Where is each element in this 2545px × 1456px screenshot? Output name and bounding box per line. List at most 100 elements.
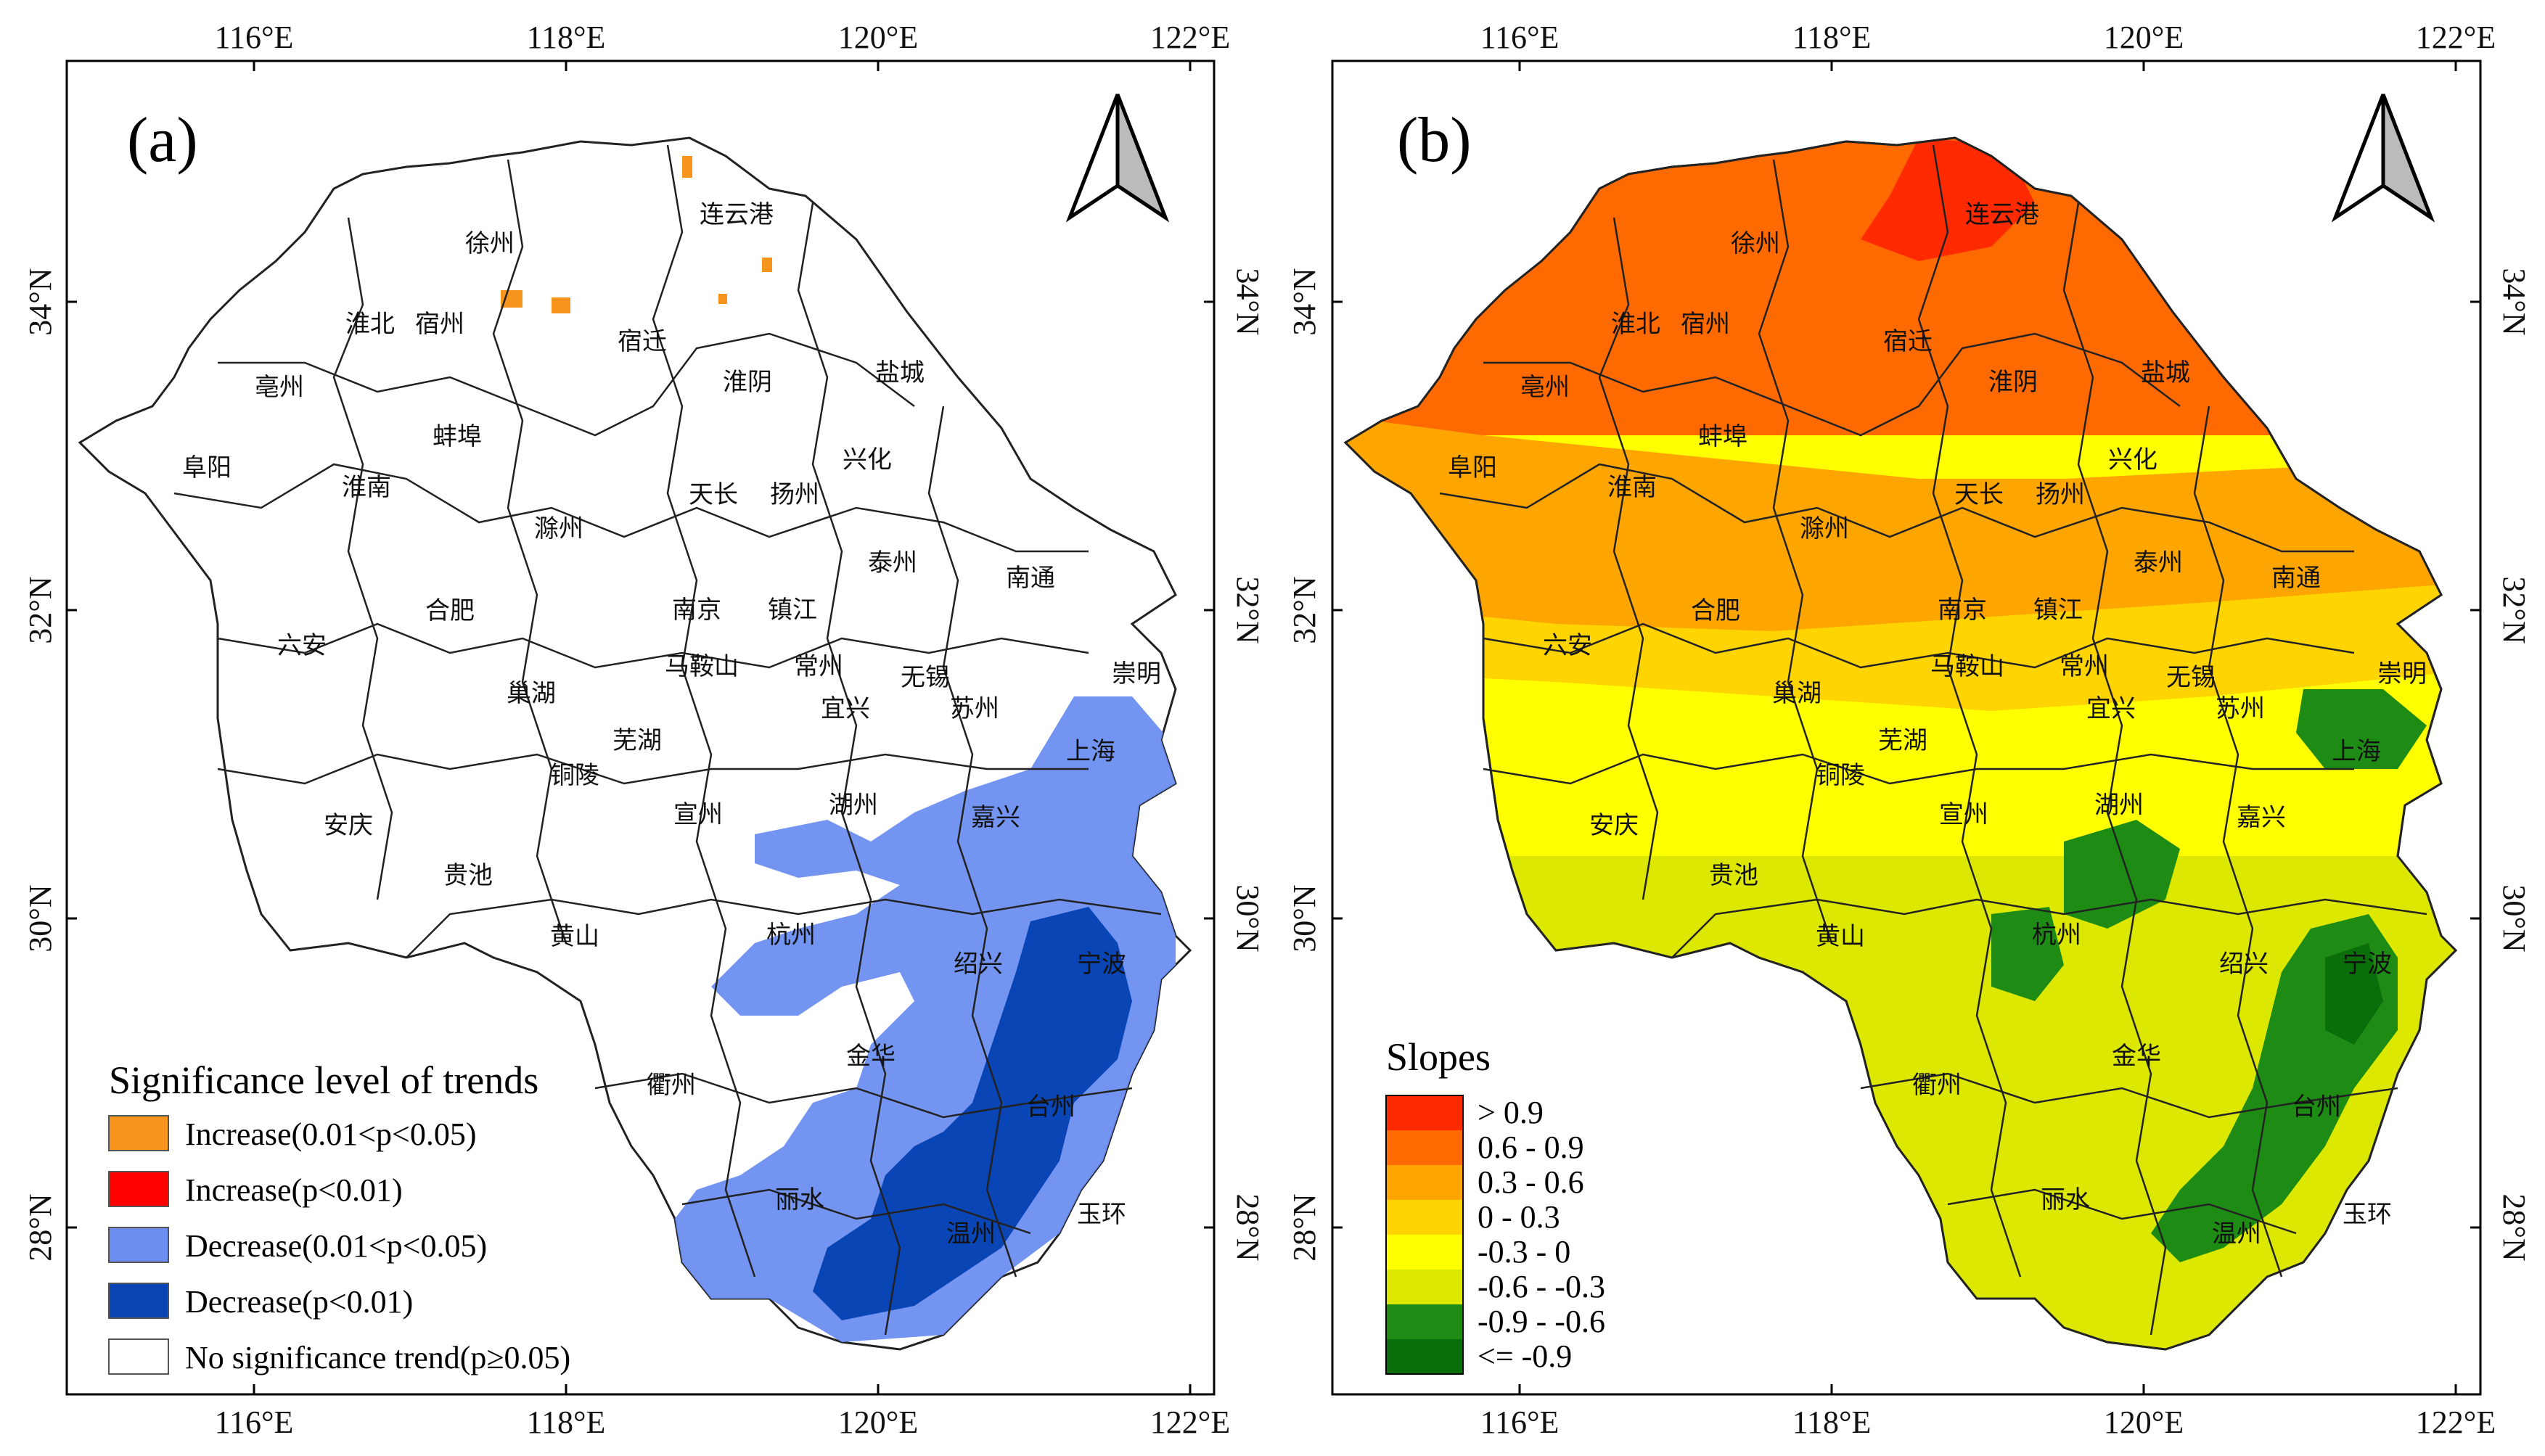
city-label: 丽水: [2041, 1185, 2090, 1214]
city-label: 衢州: [647, 1071, 696, 1100]
city-label: 合肥: [1691, 596, 1740, 625]
lon-tick-label: 118°E: [527, 1404, 606, 1440]
legend-swatch: [1386, 1130, 1463, 1165]
slope-hotspot-gt-0.9: [1861, 138, 2035, 261]
legend-item: Increase(p<0.01): [108, 1171, 403, 1208]
legend-label: -0.3 - 0: [1478, 1234, 1570, 1270]
city-label: 扬州: [2036, 480, 2085, 509]
city-label: 镇江: [2033, 596, 2083, 625]
city-label: 巢湖: [507, 679, 556, 708]
legend-item: -0.9 - -0.6: [1386, 1304, 1605, 1339]
lon-tick-label: 120°E: [2104, 20, 2184, 55]
city-label: 苏州: [950, 694, 999, 723]
decrease-strong-area: [813, 907, 1132, 1320]
slope-patch-neg0.9-neg0.6: [1991, 907, 2064, 1001]
lat-tick-label: 32°N: [22, 576, 58, 643]
legend-title: Significance level of trends: [109, 1058, 538, 1102]
city-label: 镇江: [768, 596, 817, 625]
city-label: 黄山: [1816, 922, 1865, 951]
legend-label: No significance trend(p≥0.05): [185, 1340, 570, 1375]
panel-a-lon-ticks: [253, 61, 1192, 1394]
city-label: 崇明: [2377, 659, 2427, 688]
panel-b-label: (b): [1397, 105, 1472, 176]
city-label: 宿州: [415, 310, 464, 339]
city-label: 湖州: [829, 791, 878, 820]
lat-tick-label: 32°N: [1287, 576, 1322, 643]
lon-tick-label: 118°E: [527, 20, 606, 55]
lat-tick-label: 32°N: [2496, 576, 2532, 643]
legend-label: <= -0.9: [1478, 1338, 1572, 1374]
legend-label: 0 - 0.3: [1478, 1199, 1560, 1235]
legend-label: Decrease(0.01<p<0.05): [185, 1228, 487, 1264]
slope-patch-neg0.9-neg0.6: [2064, 820, 2180, 929]
panel-a-legend: Significance level of trends Increase(0.…: [108, 1058, 570, 1375]
panel-b-lat-ticks: [1332, 300, 2480, 1229]
legend-item: 0.3 - 0.6: [1386, 1164, 1584, 1200]
city-label: 淮北: [1611, 310, 1660, 339]
legend-item: Decrease(0.01<p<0.05): [108, 1227, 487, 1264]
city-label: 温州: [2212, 1219, 2261, 1249]
lat-tick-label: 30°N: [1230, 884, 1266, 952]
city-label: 巢湖: [1772, 679, 1821, 708]
city-label: 铜陵: [550, 761, 599, 790]
lon-tick-label: 122°E: [1150, 1404, 1230, 1440]
panel-a: 116°E 118°E 120°E 122°E 116°E 118°E 120°…: [22, 20, 1266, 1440]
legend-label: 0.6 - 0.9: [1478, 1130, 1584, 1165]
city-label: 宜兴: [821, 694, 870, 723]
city-label: 蚌埠: [1698, 422, 1747, 451]
legend-swatch: [1386, 1200, 1463, 1235]
legend-swatch: [108, 1115, 169, 1151]
lat-tick-label: 28°N: [2496, 1193, 2532, 1261]
city-label: 铜陵: [1816, 761, 1865, 790]
city-label: 宿迁: [618, 327, 667, 356]
city-label: 连云港: [700, 200, 774, 229]
lon-tick-label: 116°E: [215, 20, 294, 55]
city-label: 六安: [1543, 631, 1592, 660]
city-label: 淮阴: [723, 368, 772, 397]
city-label: 无锡: [901, 663, 950, 692]
city-label: 安庆: [1589, 811, 1639, 840]
city-label: 扬州: [770, 480, 819, 509]
lon-tick-label: 120°E: [838, 1404, 918, 1440]
city-label: 无锡: [2166, 663, 2216, 692]
city-label: 常州: [2060, 652, 2109, 681]
panel-a-boundaries: [173, 144, 1162, 1336]
city-label: 台州: [1026, 1093, 1075, 1122]
increase-moderate-spot: [718, 294, 727, 304]
lat-tick-label: 32°N: [1230, 576, 1266, 643]
increase-moderate-spot: [682, 156, 692, 178]
lon-tick-label: 122°E: [2416, 1404, 2496, 1440]
panel-b: 116°E 118°E 120°E 122°E 116°E 118°E 120°…: [1287, 20, 2532, 1440]
city-label: 徐州: [1731, 229, 1780, 258]
panel-b-boundaries: [1439, 144, 2427, 1336]
city-label: 南通: [1006, 564, 1055, 593]
city-label: 宁波: [1077, 950, 1126, 979]
legend-label: Increase(p<0.01): [185, 1172, 403, 1208]
city-label: 六安: [277, 631, 327, 660]
legend-item: Increase(0.01<p<0.05): [108, 1115, 476, 1152]
city-label: 马鞍山: [665, 652, 739, 681]
city-label: 宿迁: [1883, 327, 1933, 356]
lat-tick-label: 28°N: [1287, 1193, 1322, 1261]
legend-swatch: [1386, 1339, 1463, 1374]
legend-item: <= -0.9: [1386, 1338, 1572, 1374]
lat-tick-label: 34°N: [2496, 268, 2532, 335]
city-label: 温州: [946, 1219, 996, 1249]
lat-tick-label: 28°N: [1230, 1193, 1266, 1261]
legend-label: Increase(0.01<p<0.05): [185, 1116, 476, 1152]
panel-b-legend: Slopes > 0.9 0.6 - 0.9 0.3 - 0.6 0 - 0.3…: [1385, 1035, 1605, 1375]
panel-b-lon-ticks: [1518, 61, 2457, 1394]
city-label: 亳州: [255, 373, 304, 402]
city-label: 阜阳: [1448, 453, 1497, 482]
north-arrow-icon: [2331, 94, 2435, 223]
city-label: 淮南: [342, 473, 391, 502]
city-label: 丽水: [775, 1185, 824, 1214]
panel-a-trend-overlay: [501, 156, 1176, 1342]
city-label: 玉环: [2343, 1200, 2392, 1229]
increase-moderate-spot: [762, 258, 772, 272]
lon-tick-label: 120°E: [2104, 1404, 2184, 1440]
city-label: 衢州: [1912, 1071, 1962, 1100]
legend-swatch: [108, 1227, 169, 1263]
city-label: 盐城: [2141, 358, 2190, 387]
